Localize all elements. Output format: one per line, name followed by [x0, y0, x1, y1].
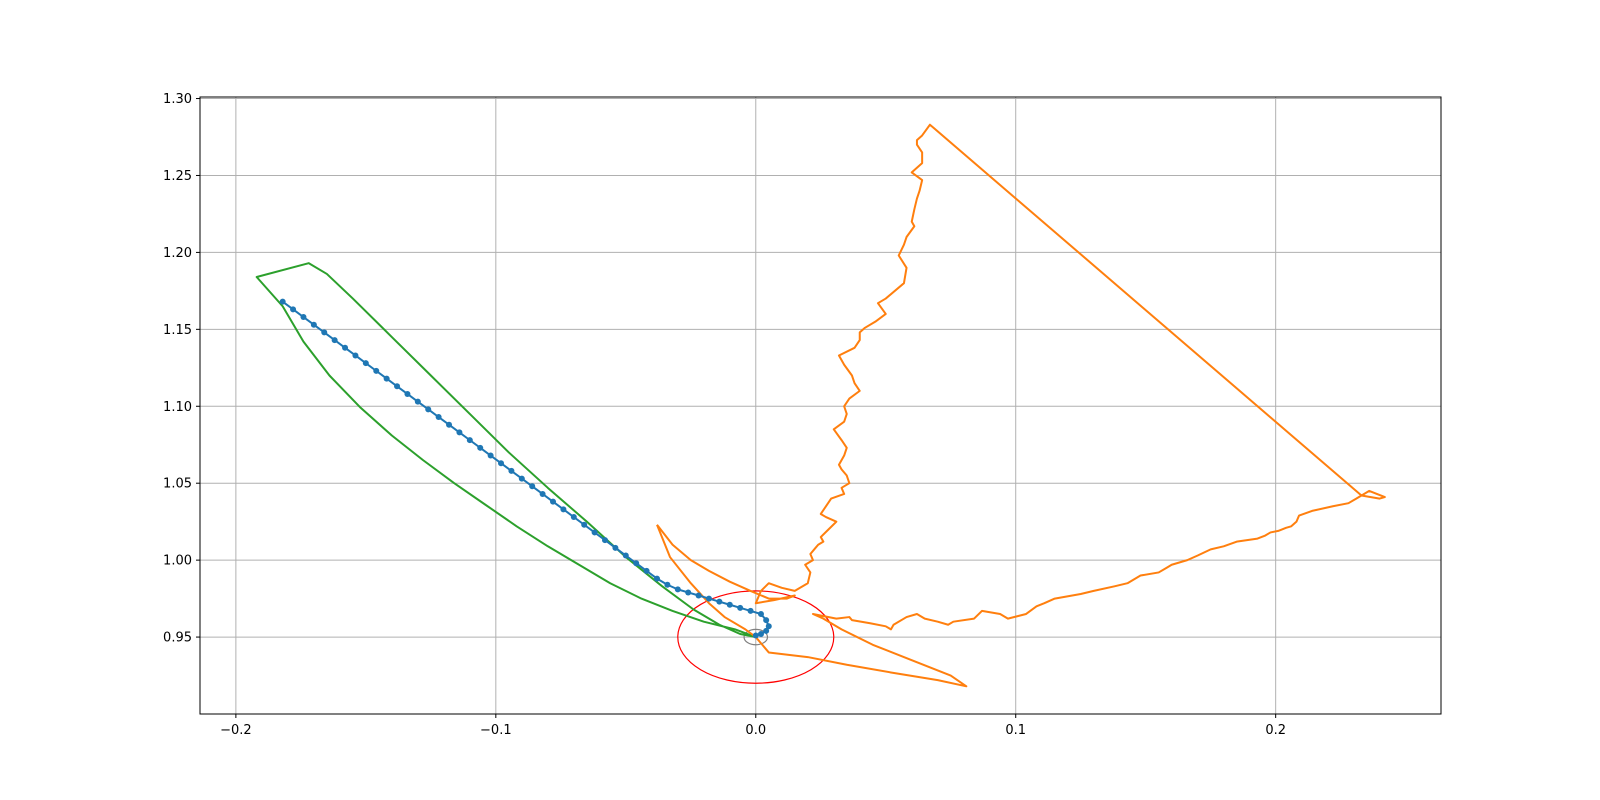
series-1-point [757, 630, 764, 637]
series-1-point [383, 375, 390, 382]
series-1-point [674, 586, 681, 593]
series-1-point [279, 298, 286, 305]
series-1-point [518, 475, 525, 482]
series-1-point [456, 429, 463, 436]
series-1-point [414, 398, 421, 405]
series-1-point [435, 414, 442, 421]
series-1-point [633, 560, 640, 567]
series-1-point [765, 623, 772, 630]
series-1-point [290, 306, 297, 313]
series-1-point [653, 575, 660, 582]
series-1-point [508, 467, 515, 474]
y-tick-label: 1.30 [163, 92, 192, 107]
series-1-point [685, 589, 692, 596]
axes-frame [199, 96, 1442, 715]
series-1-point [529, 483, 536, 490]
series-1-point [560, 506, 567, 513]
x-tick-label: 0.0 [745, 723, 766, 738]
series-1-point [466, 437, 473, 444]
series-1-point [612, 544, 619, 551]
series-1-point [394, 383, 401, 390]
series-1-point [342, 344, 349, 351]
series-1-point [747, 607, 754, 614]
series-1-point [477, 444, 484, 451]
y-tick-label: 1.15 [163, 323, 192, 338]
series-1-point [352, 352, 359, 359]
series-1-line [282, 300, 770, 637]
series-1-point [498, 460, 505, 467]
x-tick-label: 0.2 [1265, 723, 1286, 738]
y-tick-label: 1.10 [163, 400, 192, 415]
series-1-point [643, 567, 650, 574]
series-1-point [752, 632, 759, 639]
series-1-point [695, 592, 702, 599]
y-tick-label: 1.20 [163, 246, 192, 261]
series-1-point [757, 610, 764, 617]
red-circle [677, 590, 835, 684]
series-1-point [664, 581, 671, 588]
series-1-point [726, 601, 733, 608]
series-1-point [310, 321, 317, 328]
series-1-point [763, 627, 770, 634]
series-1-point [404, 390, 411, 397]
series-1-point [570, 514, 577, 521]
y-tick-label: 1.05 [163, 477, 192, 492]
gray-circle [743, 628, 769, 646]
series-2-line [656, 123, 1386, 688]
series-1-point [716, 598, 723, 605]
plot-area [255, 123, 1386, 688]
y-tick-label: 0.95 [163, 631, 192, 646]
series-1-point [591, 529, 598, 536]
x-tick-label: −0.1 [480, 723, 512, 738]
series-1-point [425, 406, 432, 413]
series-1-point [622, 552, 629, 559]
series-1-point [550, 498, 557, 505]
grid-layer [200, 97, 1441, 714]
y-tick-label: 1.25 [163, 169, 192, 184]
series-1-point [705, 595, 712, 602]
series-1-point [300, 314, 307, 321]
x-tick-label: −0.2 [220, 723, 252, 738]
x-tick-label: 0.1 [1005, 723, 1026, 738]
series-1-point [446, 421, 453, 428]
series-1-point [321, 329, 328, 336]
series-1-point [362, 360, 369, 367]
series-1-point [737, 604, 744, 611]
series-1-point [581, 521, 588, 528]
series-1-point [539, 490, 546, 497]
y-tick-label: 1.00 [163, 554, 192, 569]
series-1-point [487, 452, 494, 459]
series-1-point [602, 537, 609, 544]
series-1-point [331, 337, 338, 344]
series-1-point [373, 367, 380, 374]
series-1-point [763, 617, 770, 624]
tick-layer: −0.2 −0.1 0.0 0.1 0.2 0.95 1.00 1.05 1.10 1.15 1.2… [163, 92, 1286, 738]
series-layer [255, 123, 1386, 688]
